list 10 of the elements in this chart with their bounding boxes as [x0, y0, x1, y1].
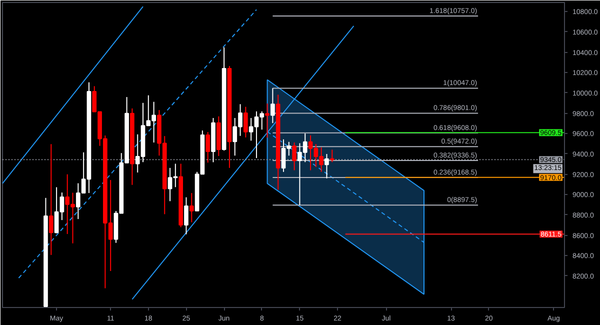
candlestick: [48, 144, 54, 256]
candlestick: [189, 192, 194, 223]
candlestick: [244, 106, 248, 138]
candlestick: [330, 149, 334, 163]
candlestick: [292, 142, 296, 171]
candlestick: [324, 153, 329, 179]
candlestick: [265, 103, 270, 138]
candlestick: [270, 88, 275, 124]
candlestick: [206, 132, 210, 164]
candlestick: [184, 196, 188, 235]
